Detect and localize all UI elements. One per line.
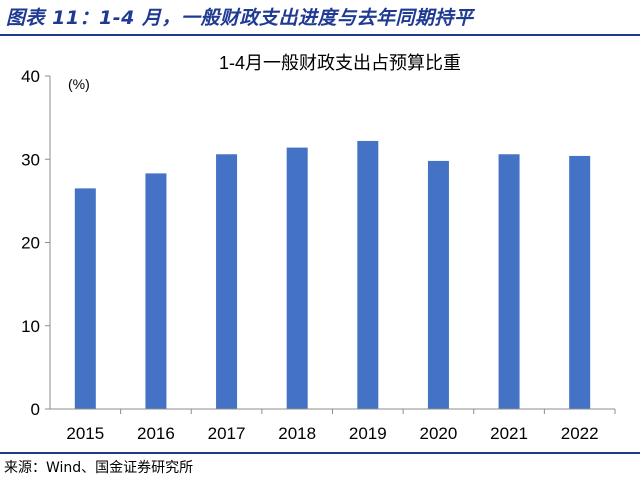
x-tick-label: 2020 <box>420 424 458 443</box>
bar-2015 <box>74 188 96 409</box>
y-tick-label: 10 <box>21 317 40 336</box>
x-tick-label: 2017 <box>208 424 246 443</box>
bar-2022 <box>569 155 591 409</box>
x-tick-label: 2015 <box>66 424 104 443</box>
y-tick-label: 30 <box>21 150 40 169</box>
x-tick-label: 2018 <box>278 424 316 443</box>
bar-2016 <box>145 173 167 409</box>
y-unit-label: (%) <box>68 76 90 92</box>
x-tick-label: 2022 <box>561 424 599 443</box>
source-divider <box>0 452 640 454</box>
source-note: 来源：Wind、国金证券研究所 <box>4 460 194 476</box>
y-axis: 0 10 20 30 40 <box>21 67 51 419</box>
x-tick-label: 2021 <box>490 424 528 443</box>
chart-title: 1-4月一般财政支出占预算比重 <box>219 53 461 73</box>
y-tick-label: 0 <box>31 400 40 419</box>
x-tick-label: 2019 <box>349 424 387 443</box>
bar-2021 <box>498 154 520 409</box>
bar-2020 <box>427 160 449 409</box>
figure-title: 图表 11：1-4 月，一般财政支出进度与去年同期持平 <box>6 7 474 29</box>
x-tick-label: 2016 <box>137 424 175 443</box>
title-divider <box>0 34 640 36</box>
y-tick-label: 20 <box>21 234 40 253</box>
bar-2017 <box>216 154 238 409</box>
bar-series <box>74 140 591 409</box>
bar-2018 <box>286 147 308 409</box>
y-tick-label: 40 <box>21 67 40 86</box>
bar-2019 <box>357 140 379 409</box>
x-axis: 2015 2016 2017 2018 2019 2020 2021 2022 <box>50 408 616 443</box>
